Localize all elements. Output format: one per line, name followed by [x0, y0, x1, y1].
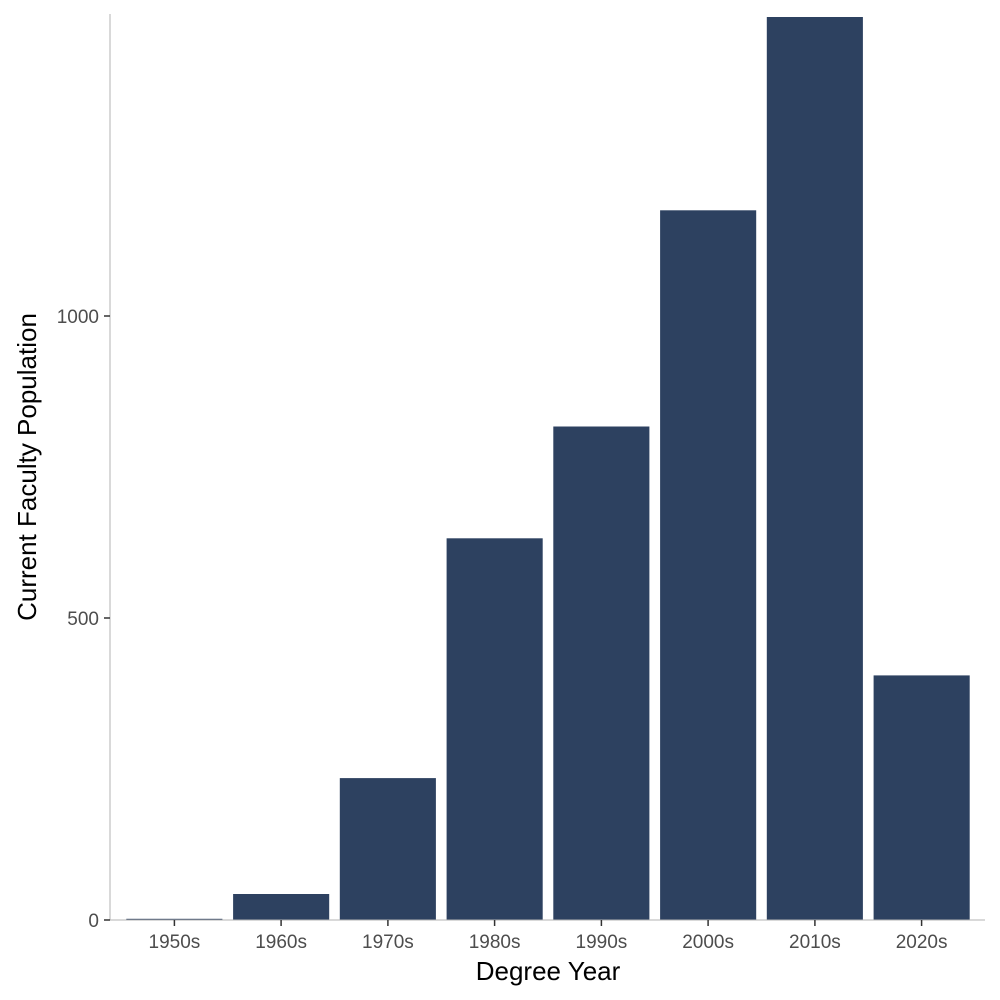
y-axis-ticks: 0 500 1000 — [57, 307, 110, 932]
x-tick-label: 1950s — [149, 932, 201, 953]
x-axis-ticks: 1950s 1960s 1970s 1980s 1990s 2000s 2010s 2020s — [149, 920, 948, 953]
x-tick-label: 2020s — [896, 932, 948, 953]
bar-2000s — [660, 210, 757, 921]
bar-2020s — [873, 675, 970, 920]
x-tick-label: 2010s — [789, 932, 841, 953]
x-axis-title: Degree Year — [476, 956, 621, 986]
bar-1970s — [339, 778, 436, 920]
y-tick-label: 500 — [67, 609, 99, 630]
bar-1960s — [233, 894, 330, 920]
y-tick-label: 0 — [88, 911, 99, 932]
bar-1950s — [126, 918, 223, 920]
y-axis-title: Current Faculty Population — [12, 313, 42, 621]
x-tick-label: 1990s — [576, 932, 628, 953]
bar-1990s — [553, 426, 650, 920]
x-tick-label: 1980s — [469, 932, 521, 953]
bar-2010s — [766, 17, 863, 920]
x-tick-label: 1970s — [362, 932, 414, 953]
bar-1980s — [446, 538, 543, 920]
x-tick-label: 2000s — [682, 932, 734, 953]
bars — [126, 17, 970, 921]
y-tick-label: 1000 — [57, 307, 99, 328]
x-tick-label: 1960s — [255, 932, 307, 953]
